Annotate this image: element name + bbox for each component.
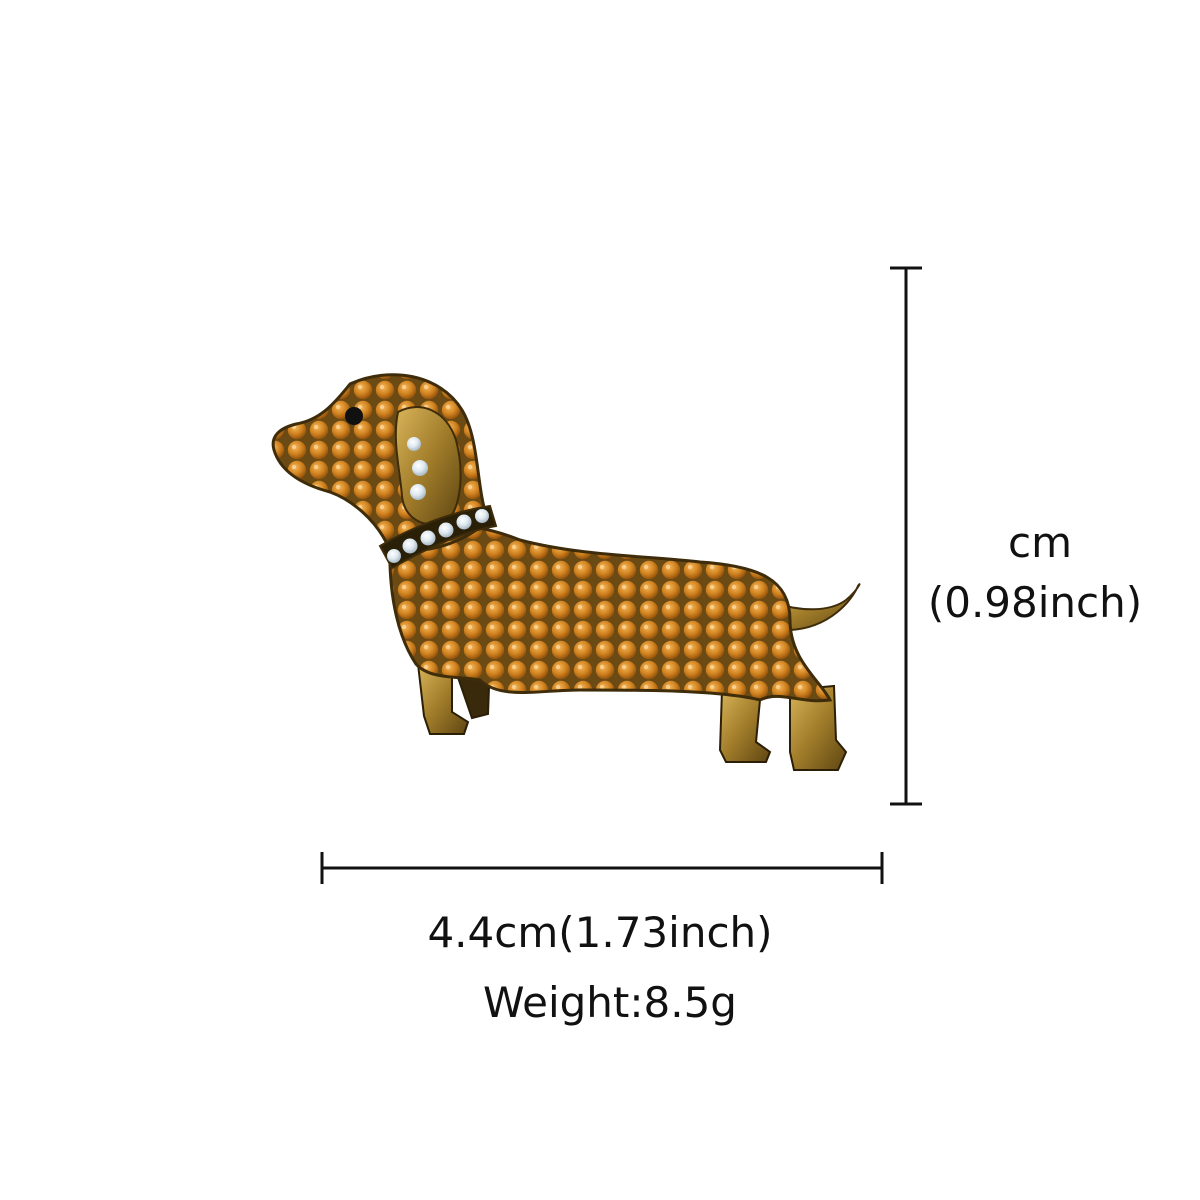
ear-stone-1 [407,437,421,451]
front-leg-left [416,662,470,735]
back-leg-right [789,684,848,771]
ear-stone-2 [412,460,428,476]
collar-stones [387,509,489,563]
height-dimension-line [890,266,922,806]
back-leg-left [718,688,772,763]
weight-label: Weight:8.5g [483,978,737,1027]
height-inch-label: (0.98inch) [927,578,1143,627]
tail-shape [769,583,861,632]
ear-stone-3 [410,484,426,500]
width-dimension-line [320,852,884,884]
width-label: 4.4cm(1.73inch) [427,908,773,957]
eye [345,407,363,425]
height-label: cm [1007,518,1072,567]
body-rhinestones [388,523,833,703]
